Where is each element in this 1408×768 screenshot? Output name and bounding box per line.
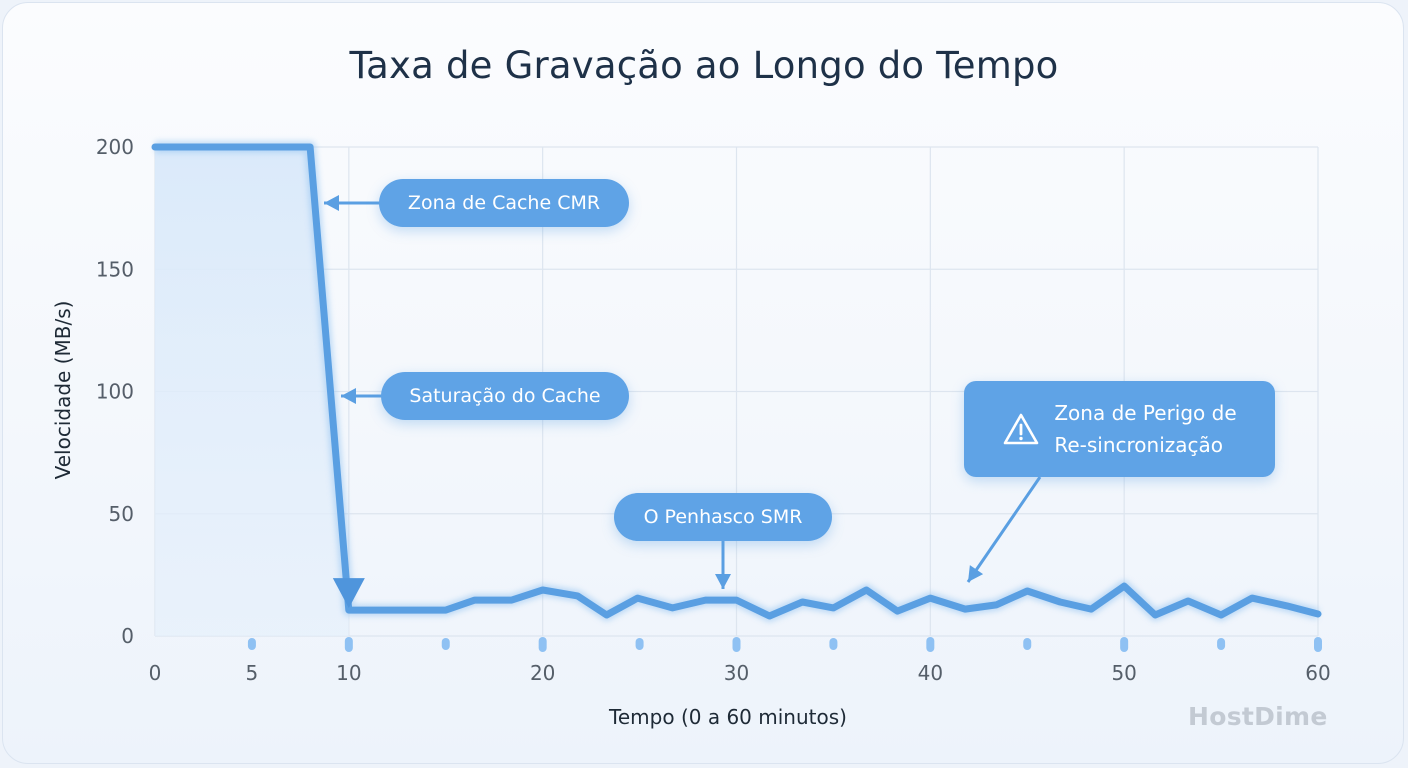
x-tick-marker <box>247 638 256 650</box>
x-tick-marker <box>344 637 353 652</box>
callout-cache-zone: Zona de Cache CMR <box>379 179 629 227</box>
data-series <box>151 141 1322 622</box>
y-tick-label: 150 <box>96 257 134 281</box>
x-tick-marker <box>1217 638 1226 650</box>
x-tick-marker <box>926 637 935 652</box>
x-tick-label: 5 <box>246 661 259 685</box>
x-tick-marker <box>1314 637 1322 652</box>
annotation-arrows <box>324 195 1042 589</box>
x-tick-label: 0 <box>149 661 162 685</box>
x-tick-label: 20 <box>530 661 555 685</box>
x-axis-label: Tempo (0 a 60 minutos) <box>608 705 847 729</box>
cache-zone-fill <box>155 147 349 636</box>
x-tick-marker <box>1120 637 1129 652</box>
x-tick-label: 10 <box>336 661 361 685</box>
y-axis-label: Velocidade (MB/s) <box>51 301 75 480</box>
x-tick-marker <box>829 638 838 650</box>
callout-saturation-text: Saturação do Cache <box>409 385 601 407</box>
x-tick-marker <box>441 638 450 650</box>
chart-title: Taxa de Gravação ao Longo do Tempo <box>349 44 1059 87</box>
x-tick-marker <box>732 637 741 652</box>
callout-smr-cliff: O Penhasco SMR <box>614 493 832 541</box>
x-tick-marker <box>538 637 547 652</box>
callout-danger-zone: Zona de Perigo de Re-sincronização <box>964 381 1275 477</box>
brand-watermark: HostDime <box>1188 702 1328 731</box>
callout-saturation: Saturação do Cache <box>381 372 629 420</box>
x-tick-label: 60 <box>1305 661 1330 685</box>
grid-lines: 0 50 100 150 200 0 5 10 20 30 40 50 60 <box>96 135 1331 685</box>
callout-danger-line1: Zona de Perigo de <box>1054 401 1237 425</box>
x-tick-label: 50 <box>1111 661 1136 685</box>
warning-triangle-icon <box>1004 413 1039 445</box>
y-tick-label: 0 <box>121 624 134 648</box>
y-tick-label: 50 <box>109 502 134 526</box>
x-tick-label: 30 <box>724 661 749 685</box>
axis-ticks <box>247 637 1322 652</box>
x-tick-marker <box>635 638 644 650</box>
callout-cache-zone-text: Zona de Cache CMR <box>407 192 601 214</box>
x-tick-label: 40 <box>918 661 943 685</box>
callout-smr-cliff-text: O Penhasco SMR <box>643 506 803 528</box>
y-tick-label: 200 <box>96 135 134 159</box>
y-tick-label: 100 <box>96 380 134 404</box>
x-tick-marker <box>1023 638 1032 650</box>
callout-danger-line2: Re-sincronização <box>1054 433 1224 457</box>
